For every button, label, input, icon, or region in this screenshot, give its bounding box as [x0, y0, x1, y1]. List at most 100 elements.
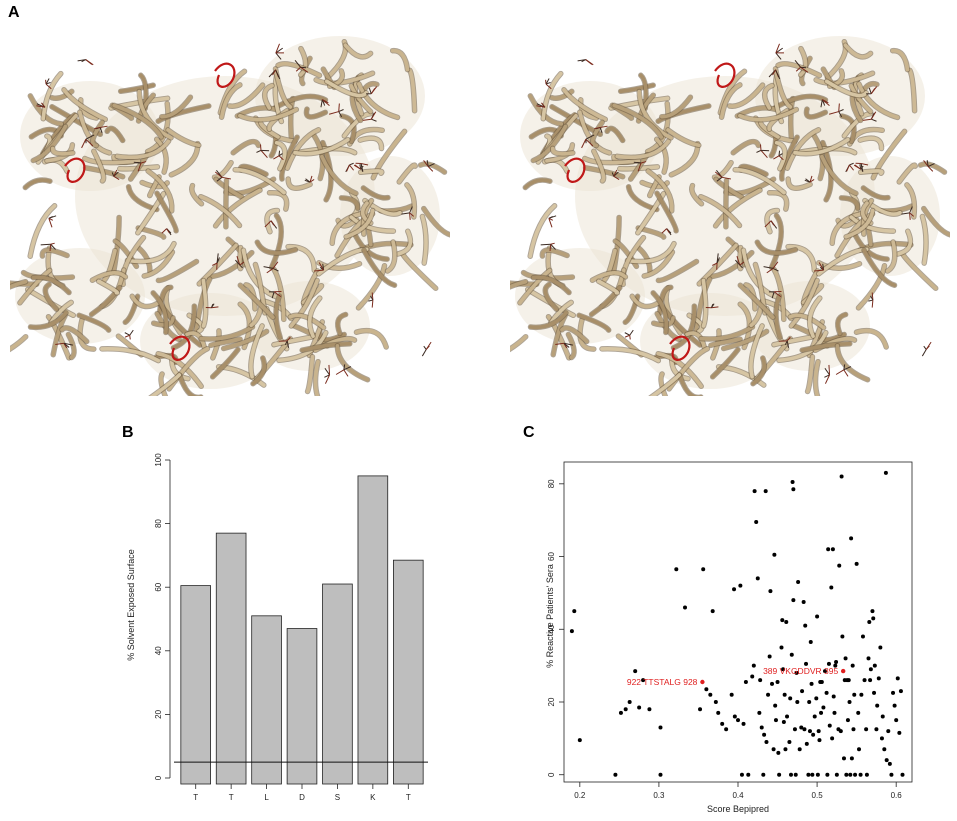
- data-point: [804, 741, 809, 746]
- ribbon: [339, 196, 360, 210]
- data-point: [844, 772, 849, 777]
- ribbon: [320, 154, 358, 196]
- ribbon: [689, 183, 704, 206]
- data-point: [886, 729, 891, 734]
- y-tick-label: 20: [547, 697, 556, 706]
- ribbon: [210, 347, 240, 379]
- glycan-stick: [909, 212, 915, 217]
- ribbon: [560, 326, 589, 344]
- glycan-stick: [775, 47, 784, 54]
- y-tick-label: 0: [154, 775, 163, 780]
- data-point: [770, 681, 775, 686]
- glycan-stick: [239, 261, 245, 266]
- data-point: [779, 645, 784, 650]
- data-point: [871, 616, 876, 621]
- glycan-stick: [85, 138, 94, 147]
- ribbon: [185, 331, 207, 350]
- glycan-stick: [624, 334, 630, 338]
- data-point: [848, 772, 853, 777]
- glycan-stick: [773, 291, 782, 298]
- ribbon: [590, 271, 628, 282]
- data-point: [776, 750, 781, 755]
- data-point: [783, 747, 788, 752]
- bar-chart-solvent-exposure: T T L D S K T 0 20 40 60 80 100 % Solvent Exposed Su…: [126, 453, 428, 802]
- ribbon: [231, 139, 261, 155]
- x-axis-label: Score Bepipred: [707, 804, 769, 814]
- glycan-stick: [309, 179, 315, 183]
- ribbon: [788, 313, 826, 330]
- glycan-stick: [309, 175, 313, 183]
- data-point: [713, 700, 718, 704]
- panel-label-a: A: [8, 4, 20, 21]
- data-point: [809, 681, 814, 686]
- ribbon: [839, 196, 860, 210]
- bar: [251, 615, 282, 785]
- data-point: [851, 727, 856, 732]
- glycan-stick: [63, 342, 68, 349]
- ribbon: [786, 177, 812, 191]
- data-point: [781, 667, 786, 672]
- data-point: [754, 520, 759, 524]
- glycan-stick: [40, 243, 51, 246]
- glycan-stick: [775, 52, 782, 60]
- glycan-stick: [921, 349, 927, 357]
- ribbon: [922, 206, 950, 237]
- glycan-stick: [368, 87, 372, 94]
- ribbon: [371, 129, 407, 180]
- data-point: [884, 758, 889, 763]
- glycan-stick: [271, 291, 275, 299]
- ribbon: [43, 282, 59, 311]
- ribbon: [269, 213, 284, 270]
- bar: [215, 532, 247, 785]
- glycan-stick: [370, 111, 377, 120]
- highlight-label: 389 VKGDDVR 395: [763, 666, 838, 676]
- glycan-stick: [760, 150, 768, 159]
- bar: [322, 583, 353, 785]
- glycan-stick: [871, 292, 874, 301]
- ribbon: [856, 263, 887, 310]
- data-point: [854, 561, 859, 566]
- glycan-stick: [923, 160, 929, 167]
- glycan-stick: [50, 243, 56, 250]
- data-point: [710, 609, 715, 614]
- ribbon: [286, 177, 312, 191]
- ribbon: [105, 126, 125, 143]
- ribbon: [510, 281, 539, 287]
- data-point: [752, 489, 757, 494]
- ribbon: [324, 79, 368, 98]
- ribbon: [10, 281, 39, 287]
- glycan-stick: [113, 169, 118, 177]
- ribbon: [157, 285, 173, 316]
- glycan-stick: [764, 220, 772, 228]
- glycan-stick: [266, 267, 274, 274]
- ribbon: [776, 61, 822, 78]
- glycan-stick: [540, 243, 551, 246]
- data-point: [834, 660, 839, 664]
- glycan-stick: [555, 342, 564, 345]
- glycan-stick: [721, 176, 731, 180]
- data-point: [872, 690, 877, 695]
- glycan-stick: [600, 125, 608, 128]
- glycan-stick: [221, 176, 231, 180]
- glycan-stick: [772, 69, 777, 76]
- glycan-stick: [814, 269, 824, 272]
- ribbon: [918, 162, 947, 174]
- protein-structure-view-left: [10, 36, 450, 396]
- ribbon: [78, 318, 96, 351]
- ribbon: [112, 103, 164, 139]
- glycan-stick: [235, 259, 241, 266]
- glycan-stick: [294, 59, 301, 68]
- glycan-stick: [320, 99, 323, 108]
- ribbon: [612, 103, 664, 139]
- glycan-stick: [818, 262, 825, 271]
- data-point: [806, 772, 811, 777]
- ribbon: [305, 355, 315, 394]
- data-point: [780, 618, 785, 623]
- glycan-stick: [360, 163, 369, 166]
- data-point: [658, 725, 663, 730]
- data-point: [739, 772, 744, 777]
- glycan-stick: [314, 269, 324, 272]
- glycan-stick: [599, 127, 603, 133]
- glycan-stick: [870, 88, 876, 95]
- ribbon: [541, 71, 563, 121]
